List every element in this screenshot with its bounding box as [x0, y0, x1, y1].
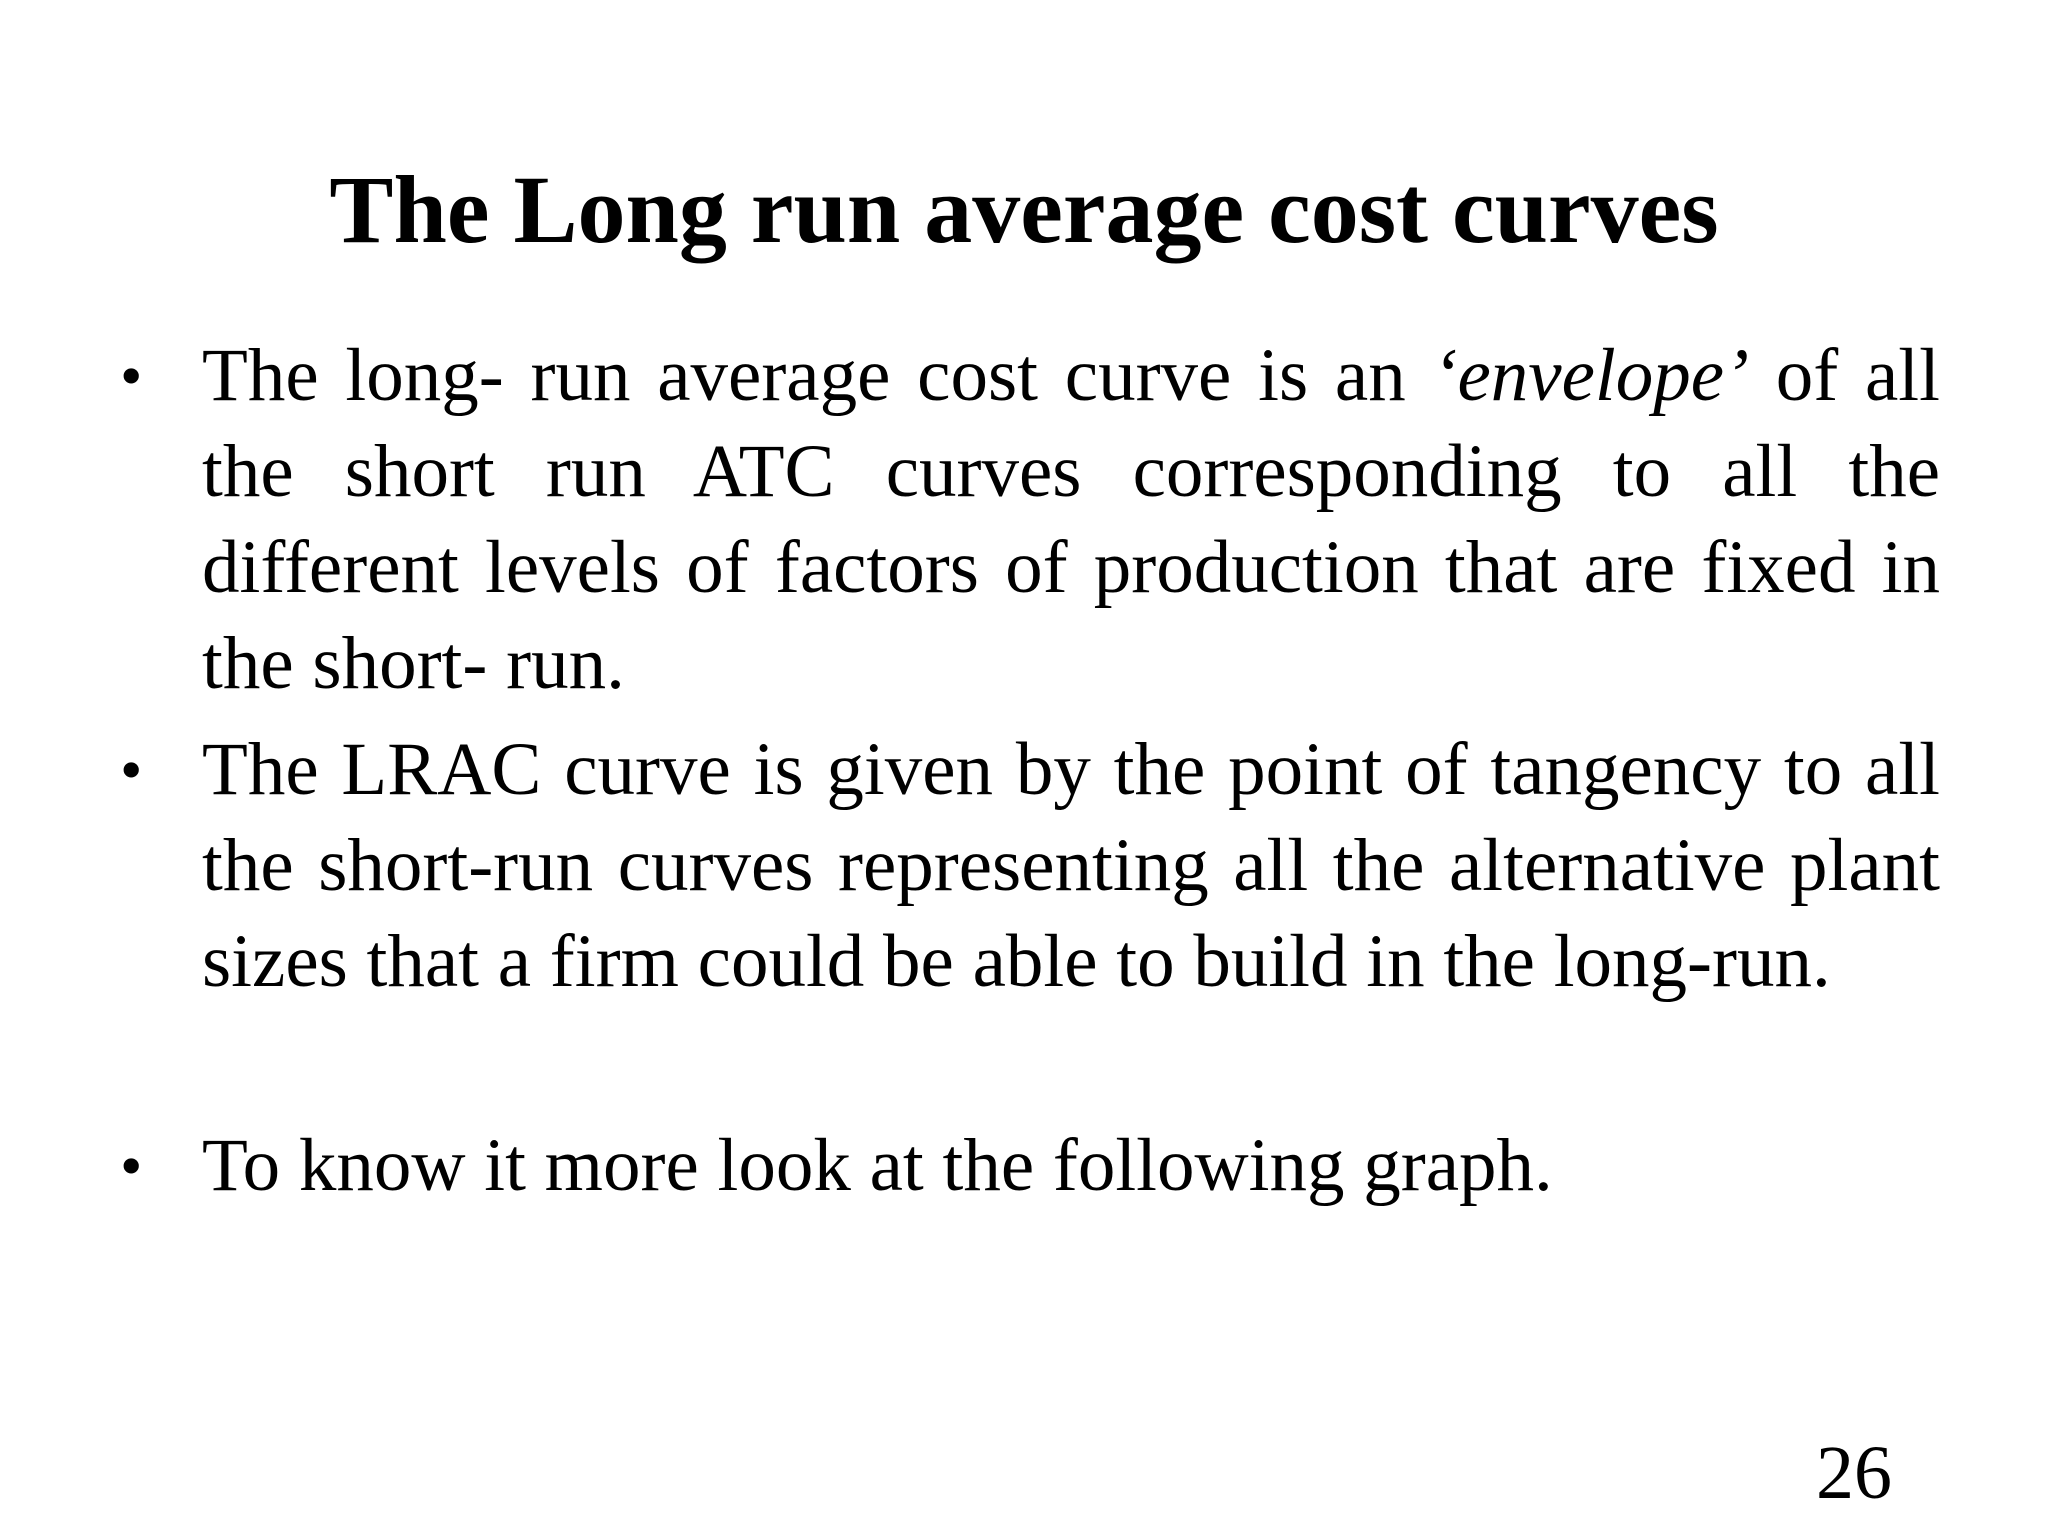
- bullet-text-part: of all the short run ATC curves correspo…: [202, 334, 1940, 705]
- bullet-dot-icon: •: [120, 1130, 143, 1201]
- bullet-item-graph: • To know it more look at the following …: [120, 1118, 1940, 1214]
- bullet-text: To know it more look at the following gr…: [202, 1124, 1553, 1207]
- bullet-dot-icon: •: [120, 340, 143, 411]
- slide-title: The Long run average cost curves: [329, 156, 1719, 263]
- bullet-item-lrac: • The LRAC curve is given by the point o…: [120, 722, 1940, 1010]
- bullet-dot-icon: •: [120, 734, 143, 805]
- bullet-list: • The long- run average cost curve is an…: [120, 328, 1940, 1214]
- bullet-text-part: The long- run average cost curve is an: [202, 334, 1433, 417]
- bullet-item-envelope: • The long- run average cost curve is an…: [120, 328, 1940, 712]
- bullet-emphasis: ‘envelope’: [1432, 334, 1749, 417]
- page-number: 26: [1816, 1431, 1892, 1515]
- bullet-text: The LRAC curve is given by the point of …: [202, 728, 1940, 1003]
